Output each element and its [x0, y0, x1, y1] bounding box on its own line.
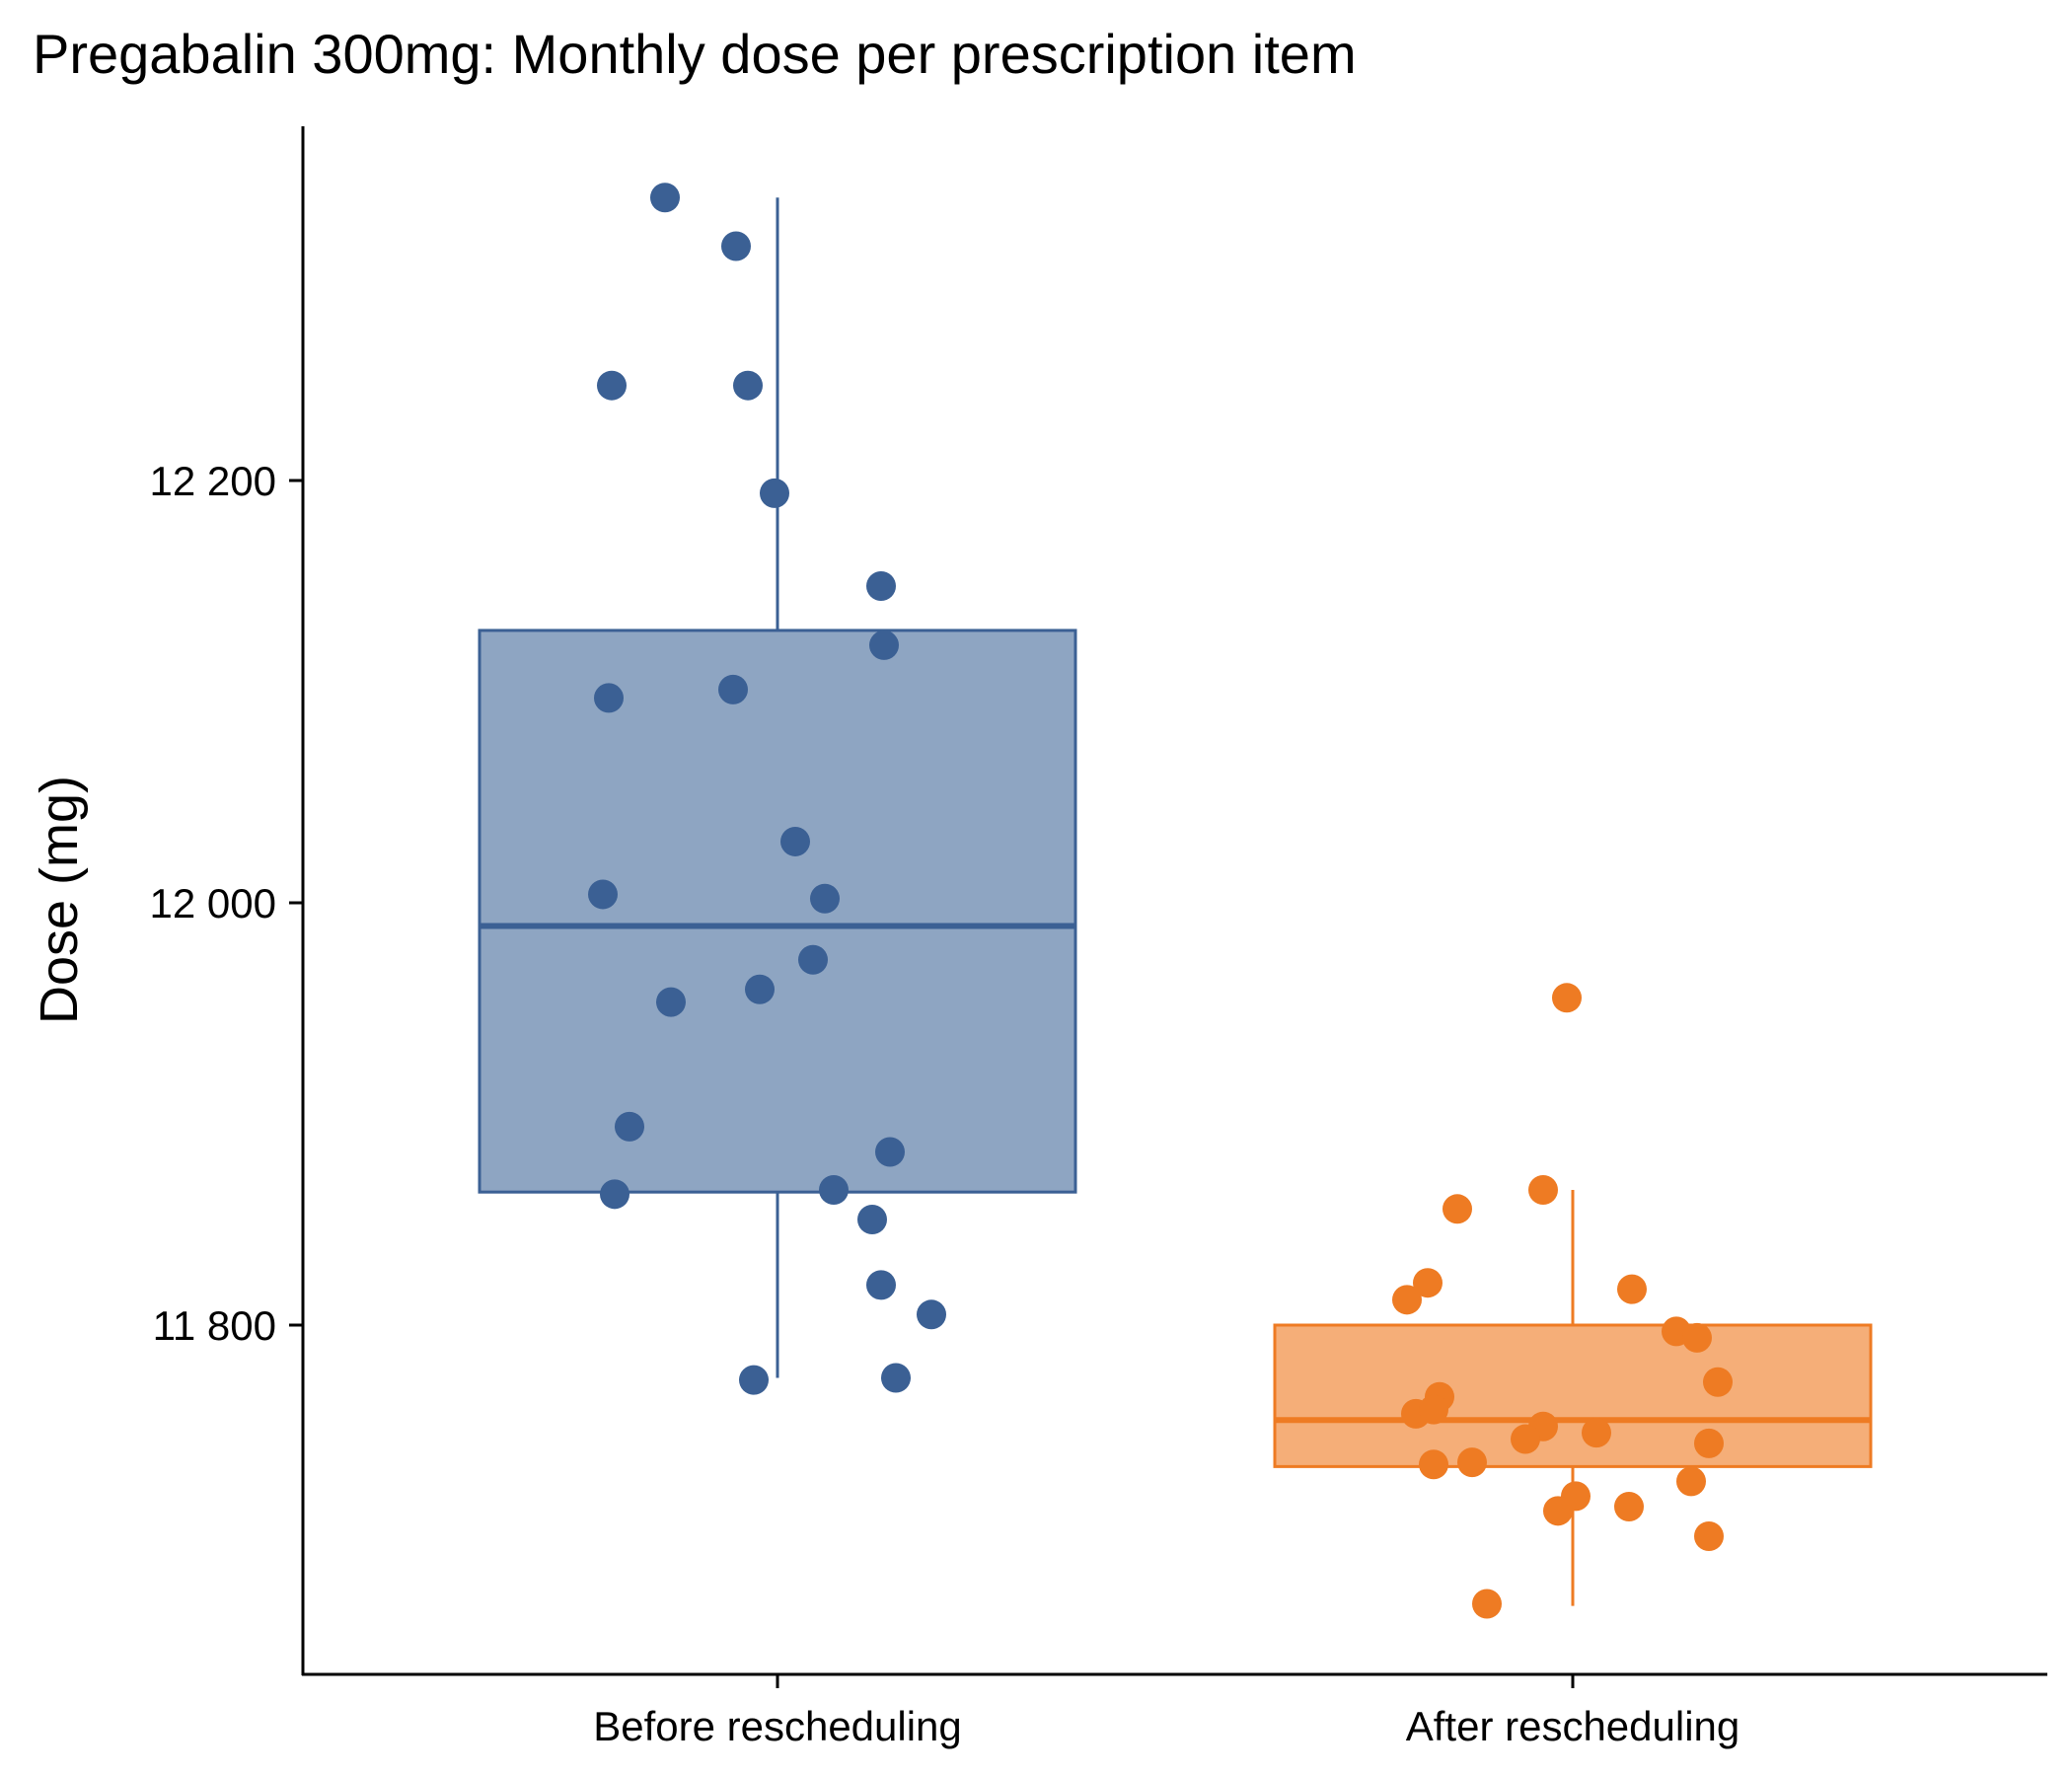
data-point — [597, 370, 627, 401]
data-point — [1419, 1449, 1448, 1480]
x-tick-label: Before rescheduling — [593, 1703, 962, 1749]
y-axis-ticks: 11 800 12 000 12 200 — [150, 458, 303, 1349]
data-point — [810, 883, 840, 914]
data-point — [1552, 983, 1582, 1013]
points-group — [1392, 983, 1733, 1619]
data-point — [917, 1299, 946, 1330]
data-point — [1413, 1268, 1443, 1298]
box — [1273, 1323, 1873, 1468]
data-point — [1694, 1521, 1724, 1551]
y-tick-label: 12 000 — [150, 880, 276, 926]
data-point — [1617, 1274, 1647, 1304]
box-group — [1273, 1190, 1873, 1606]
data-point — [866, 1270, 896, 1300]
x-tick-label: After rescheduling — [1406, 1703, 1740, 1749]
data-point — [1694, 1428, 1724, 1458]
y-tick-label: 12 200 — [150, 458, 276, 504]
data-point — [1582, 1418, 1611, 1448]
data-point — [819, 1175, 849, 1206]
plot-marks — [478, 183, 1873, 1619]
data-point — [1419, 1394, 1448, 1425]
data-point — [1682, 1322, 1712, 1353]
data-point — [745, 974, 775, 1004]
data-point — [594, 683, 624, 713]
data-point — [798, 944, 828, 975]
data-point — [875, 1137, 905, 1167]
data-point — [588, 879, 618, 910]
data-point — [718, 674, 748, 704]
data-point — [733, 370, 763, 401]
data-point — [739, 1365, 769, 1395]
data-point — [881, 1363, 911, 1393]
data-point — [780, 826, 810, 856]
data-point — [1614, 1492, 1644, 1522]
data-point — [1472, 1589, 1502, 1619]
box — [478, 629, 1077, 1194]
data-point — [1457, 1447, 1487, 1478]
data-point — [760, 478, 789, 508]
data-point — [721, 231, 751, 261]
y-tick-label: 11 800 — [153, 1302, 276, 1349]
data-point — [1392, 1285, 1422, 1315]
chart-title: Pregabalin 300mg: Monthly dose per presc… — [33, 23, 1357, 85]
data-point — [1528, 1175, 1558, 1206]
data-point — [1443, 1194, 1472, 1224]
y-axis-title: Dose (mg) — [30, 776, 89, 1024]
data-point — [1676, 1466, 1706, 1497]
data-point — [866, 571, 896, 601]
x-axis-ticks: Before rescheduling After rescheduling — [593, 1674, 1739, 1749]
data-point — [1543, 1496, 1573, 1526]
data-point — [650, 183, 680, 213]
data-point — [857, 1205, 887, 1234]
points-group — [588, 183, 946, 1395]
data-point — [869, 629, 899, 660]
data-point — [615, 1111, 644, 1142]
data-point — [656, 987, 686, 1017]
data-point — [1703, 1367, 1733, 1397]
data-point — [600, 1179, 629, 1210]
box-group — [478, 197, 1077, 1378]
data-point — [1511, 1424, 1540, 1454]
